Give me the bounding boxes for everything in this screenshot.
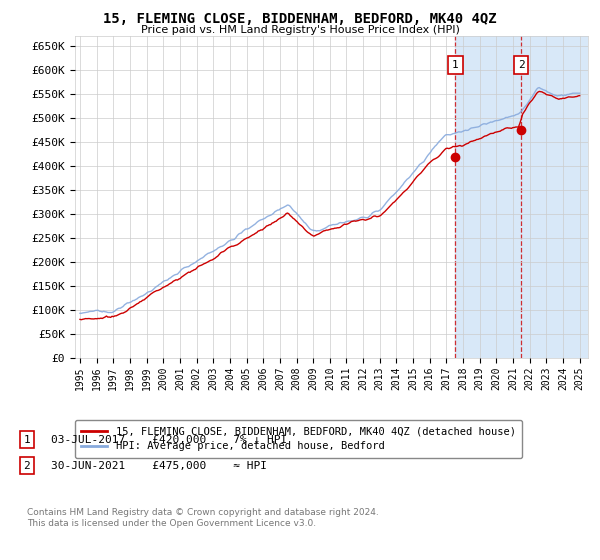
Text: Contains HM Land Registry data © Crown copyright and database right 2024.
This d: Contains HM Land Registry data © Crown c… xyxy=(27,508,379,528)
Text: 2: 2 xyxy=(518,60,524,70)
Text: 1: 1 xyxy=(23,435,31,445)
Text: 2: 2 xyxy=(23,461,31,471)
Text: 15, FLEMING CLOSE, BIDDENHAM, BEDFORD, MK40 4QZ: 15, FLEMING CLOSE, BIDDENHAM, BEDFORD, M… xyxy=(103,12,497,26)
Text: 1: 1 xyxy=(452,60,459,70)
Legend: 15, FLEMING CLOSE, BIDDENHAM, BEDFORD, MK40 4QZ (detached house), HPI: Average p: 15, FLEMING CLOSE, BIDDENHAM, BEDFORD, M… xyxy=(75,420,522,458)
Text: Price paid vs. HM Land Registry's House Price Index (HPI): Price paid vs. HM Land Registry's House … xyxy=(140,25,460,35)
Text: 03-JUL-2017    £420,000    7% ↓ HPI: 03-JUL-2017 £420,000 7% ↓ HPI xyxy=(51,435,287,445)
Bar xyxy=(455,36,521,358)
Bar xyxy=(521,36,588,358)
Text: 30-JUN-2021    £475,000    ≈ HPI: 30-JUN-2021 £475,000 ≈ HPI xyxy=(51,461,267,471)
